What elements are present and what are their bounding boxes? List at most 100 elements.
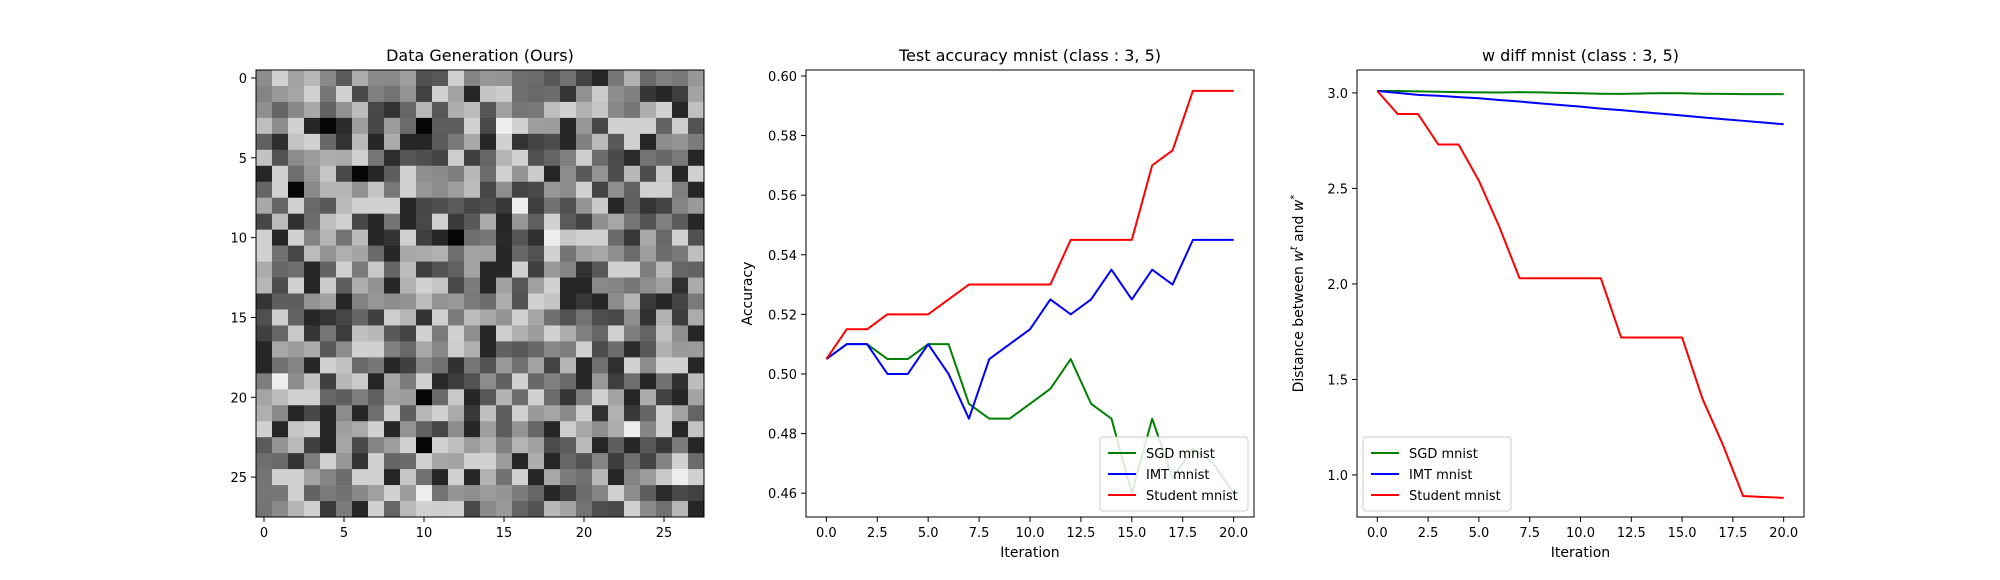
heatmap-cell <box>512 469 529 486</box>
heatmap-cell <box>528 70 545 87</box>
heatmap-cell <box>656 485 673 502</box>
heatmap-cell <box>416 501 433 518</box>
y-axis-label: Distance between wt​ and w*​ <box>1289 195 1307 393</box>
heatmap-cell <box>448 341 465 358</box>
heatmap-cell <box>416 373 433 390</box>
heatmap-cell <box>272 357 289 374</box>
heatmap-cell <box>304 213 321 231</box>
heatmap-cell <box>512 421 529 438</box>
heatmap-cell <box>384 421 401 438</box>
heatmap-cell <box>640 245 657 262</box>
heatmap-cell <box>560 325 577 342</box>
heatmap-cell <box>656 501 673 518</box>
heatmap-cell <box>288 469 305 486</box>
heatmap-cell <box>608 453 625 470</box>
heatmap-cell <box>480 421 497 438</box>
heatmap-cell <box>304 341 321 358</box>
heatmap-cell <box>256 229 273 246</box>
heatmap-cell <box>608 261 625 278</box>
heatmap-cell <box>400 485 417 502</box>
heatmap-cell <box>432 181 449 199</box>
heatmap-cell <box>592 229 609 246</box>
heatmap-cell <box>400 213 417 231</box>
heatmap-cell <box>624 501 641 518</box>
heatmap-cell <box>336 85 353 103</box>
heatmap-cell <box>288 85 305 103</box>
heatmap-cell <box>544 405 561 422</box>
heatmap-cell <box>336 165 353 183</box>
heatmap-cell <box>672 373 689 390</box>
heatmap-cell <box>432 149 449 167</box>
heatmap-cell <box>656 213 673 231</box>
heatmap-cell <box>464 373 481 390</box>
heatmap-cell <box>624 277 641 294</box>
heatmap-cell <box>688 245 705 262</box>
heatmap-cell <box>672 197 689 215</box>
heatmap-cell <box>352 469 369 486</box>
y-tick-label: 0.48 <box>768 428 797 443</box>
x-tick-label: 10 <box>416 526 433 541</box>
x-tick-label: 15 <box>496 526 513 541</box>
heatmap-cell <box>432 101 449 119</box>
heatmap-cell <box>464 149 481 167</box>
series-line <box>1376 90 1784 499</box>
heatmap-cell <box>320 133 337 151</box>
heatmap-cell <box>416 421 433 438</box>
y-tick-label: 2.0 <box>1327 278 1348 293</box>
heatmap-cell <box>480 453 497 470</box>
heatmap-cell <box>256 453 273 470</box>
heatmap-cell <box>512 85 529 103</box>
heatmap-cell <box>512 229 529 246</box>
heatmap-cell <box>368 277 385 294</box>
y-tick-label: 10 <box>230 232 247 247</box>
heatmap-cell <box>512 261 529 278</box>
x-tick-label: 0 <box>260 526 268 541</box>
heatmap-cell <box>416 213 433 231</box>
heatmap-cell <box>624 149 641 167</box>
heatmap-cell <box>304 197 321 215</box>
heatmap-cell <box>400 469 417 486</box>
heatmap-cell <box>400 261 417 278</box>
heatmap-cell <box>336 325 353 342</box>
heatmap-cell <box>672 261 689 278</box>
legend: SGD mnist IMT mnist Student mnist <box>1362 436 1512 512</box>
heatmap-cell <box>496 325 513 342</box>
heatmap-cell <box>336 421 353 438</box>
heatmap-cell <box>544 341 561 358</box>
heatmap-cell <box>256 501 273 518</box>
heatmap-cell <box>320 149 337 167</box>
heatmap-cell <box>512 309 529 326</box>
heatmap-cell <box>480 181 497 199</box>
heatmap-cell <box>672 229 689 246</box>
heatmap-cell <box>432 341 449 358</box>
heatmap-cell <box>496 437 513 454</box>
heatmap-cell <box>640 453 657 470</box>
heatmap-cell <box>384 309 401 326</box>
heatmap-cell <box>512 70 529 87</box>
heatmap-cell <box>288 197 305 215</box>
heatmap-cell <box>432 133 449 151</box>
heatmap-cell <box>384 261 401 278</box>
heatmap-cell <box>368 149 385 167</box>
heatmap-cell <box>496 389 513 406</box>
heatmap-cell <box>448 389 465 406</box>
heatmap-cell <box>256 70 273 87</box>
heatmap-cell <box>480 357 497 374</box>
heatmap-cell <box>416 149 433 167</box>
heatmap-cell <box>464 213 481 231</box>
heatmap-cell <box>272 245 289 262</box>
heatmap-cell <box>416 389 433 406</box>
heatmap-cell <box>528 325 545 342</box>
heatmap-cell <box>656 133 673 151</box>
heatmap-cell <box>640 421 657 438</box>
heatmap-cell <box>688 149 705 167</box>
heatmap-cell <box>640 85 657 103</box>
heatmap-cell <box>512 373 529 390</box>
heatmap-cell <box>384 229 401 246</box>
heatmap-cell <box>320 437 337 454</box>
heatmap-cell <box>544 437 561 454</box>
heatmap-cell <box>400 101 417 119</box>
heatmap-cell <box>384 101 401 119</box>
heatmap-cell <box>512 197 529 215</box>
heatmap-cell <box>592 85 609 103</box>
